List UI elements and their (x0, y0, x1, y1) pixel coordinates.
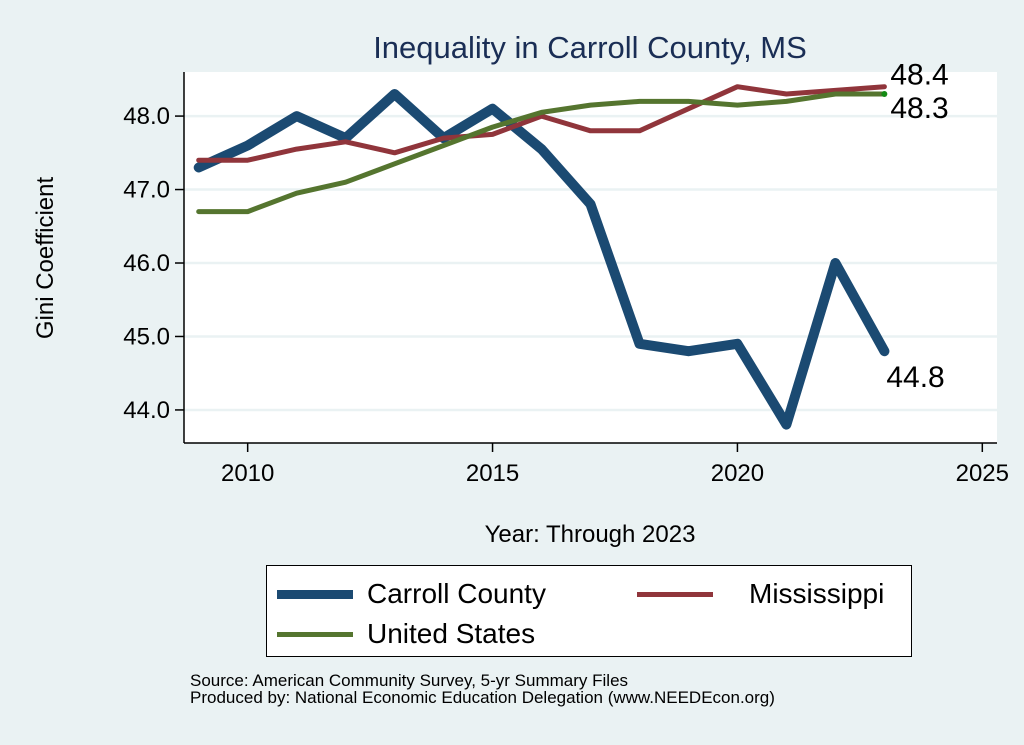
legend-label-carroll-county: Carroll County (367, 578, 546, 609)
x-tick-label: 2010 (221, 460, 274, 487)
chart-title: Inequality in Carroll County, MS (373, 30, 807, 65)
legend-item-mississippi: Mississippi (637, 578, 884, 610)
end-point-marker (881, 91, 888, 98)
legend-label-mississippi: Mississippi (749, 578, 885, 609)
x-tick-label: 2020 (711, 460, 764, 487)
end-label-carroll-county: 44.8 (886, 361, 944, 394)
legend-item-carroll-county: Carroll County (277, 578, 546, 610)
x-tick-label: 2025 (956, 460, 1009, 487)
x-axis-title: Year: Through 2023 (485, 521, 696, 548)
source-note: Source: American Community Survey, 5-yr … (190, 671, 629, 690)
legend-label-united-states: United States (367, 618, 536, 649)
x-tick-label: 2015 (466, 460, 519, 487)
y-tick-label: 47.0 (123, 177, 170, 204)
end-label-united-states: 48.3 (890, 92, 948, 125)
y-tick-label: 48.0 (123, 103, 170, 130)
y-ticks: 44.0 45.0 46.0 47.0 48.0 (123, 103, 184, 424)
y-tick-label: 44.0 (123, 397, 170, 424)
legend-swatch-mississippi (637, 591, 713, 597)
y-axis-title: Gini Coefficient (32, 177, 59, 340)
plot-area (184, 72, 997, 443)
chart-notes: Source: American Community Survey, 5-yr … (190, 672, 775, 706)
end-label-mississippi: 48.4 (890, 59, 948, 92)
legend-swatch-carroll-county (277, 589, 353, 599)
legend-item-united-states: United States (277, 618, 535, 650)
produced-by-note: Produced by: National Economic Education… (190, 688, 775, 707)
x-ticks: 2010 2015 2020 2025 (221, 443, 1009, 487)
legend: Carroll County Mississippi United States (266, 565, 912, 657)
end-labels: 44.8 48.448.3 (886, 59, 948, 394)
series-line-mississippi (196, 84, 887, 163)
y-tick-label: 46.0 (123, 250, 170, 277)
legend-swatch-united-states (277, 631, 353, 637)
series-line-carroll-county (193, 89, 890, 430)
series-lines (193, 84, 890, 430)
series-line-united-states (196, 91, 887, 215)
y-tick-label: 45.0 (123, 323, 170, 350)
